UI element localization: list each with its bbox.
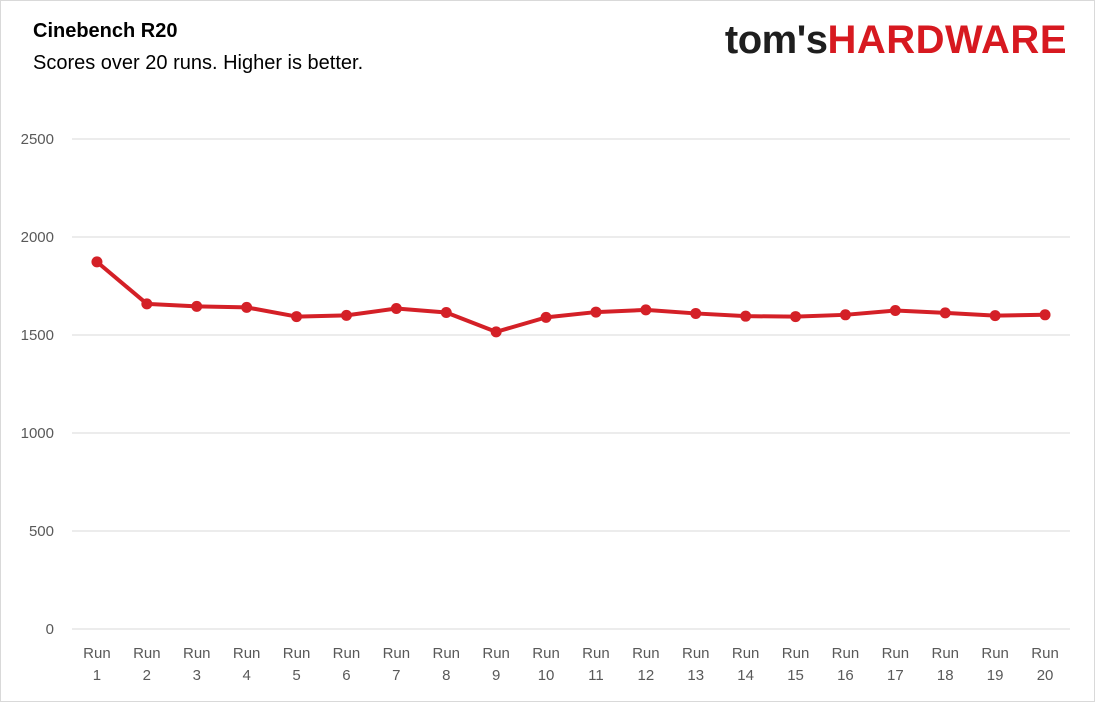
chart-title: Cinebench R20 — [33, 20, 178, 42]
data-point — [839, 309, 851, 321]
data-point — [989, 310, 1001, 322]
data-point — [440, 306, 452, 318]
data-point — [889, 305, 901, 316]
x-tick-label-line: 17 — [887, 667, 904, 684]
x-tick-label-line: Run — [83, 645, 111, 662]
data-point — [241, 301, 253, 313]
x-tick-label-line: 19 — [987, 667, 1004, 684]
data-point — [141, 298, 153, 310]
x-tick-label: Run 6 — [333, 645, 361, 684]
x-tick-label: Run 18 — [931, 645, 959, 684]
x-tick-label: Run 14 — [732, 645, 760, 684]
x-tick-label-line: 14 — [737, 667, 754, 684]
series-line-path — [94, 259, 1048, 334]
x-tick-label: Run 10 — [532, 645, 560, 684]
x-tick-label-line: 5 — [292, 667, 300, 684]
x-tick-label-line: Run — [532, 645, 560, 662]
x-tick-label-line: Run — [1031, 645, 1059, 662]
gridlines — [72, 138, 1070, 630]
x-tick-label-line: Run — [482, 645, 510, 662]
data-point — [291, 311, 303, 323]
x-tick-label-line: Run — [832, 645, 860, 662]
x-tick-label-line: 9 — [492, 667, 500, 684]
data-point — [790, 311, 802, 323]
x-tick-label-line: 18 — [937, 667, 954, 684]
x-tick-label-line: Run — [931, 645, 959, 662]
data-point — [91, 256, 103, 268]
data-point — [690, 307, 702, 319]
x-tick-label-line: 15 — [787, 667, 804, 684]
y-tick-label: 1000 — [21, 425, 54, 442]
logo-hardware-text: HARDWARE — [827, 18, 1067, 62]
chart-subtitle: Scores over 20 runs. Higher is better. — [33, 52, 364, 74]
data-point — [939, 307, 951, 319]
data-point — [640, 304, 652, 316]
x-tick-label-line: 4 — [242, 667, 250, 684]
x-tick-label: Run 2 — [133, 645, 161, 684]
data-point — [1039, 309, 1051, 321]
x-tick-label-line: 8 — [442, 667, 450, 684]
x-tick-label: Run 9 — [482, 645, 510, 684]
x-tick-label-line: 10 — [538, 667, 555, 684]
x-tick-label-line: Run — [782, 645, 810, 662]
series-points — [91, 256, 1051, 338]
y-tick-label: 1500 — [21, 327, 54, 344]
x-tick-label: Run 3 — [183, 645, 211, 684]
y-tick-label: 0 — [46, 621, 54, 638]
data-point — [540, 311, 552, 323]
x-tick-label-line: Run — [632, 645, 660, 662]
series-line — [94, 259, 1048, 334]
x-tick-label-line: Run — [233, 645, 261, 662]
x-tick-label-line: Run — [333, 645, 361, 662]
x-tick-label-line: 7 — [392, 667, 400, 684]
y-tick-label: 2000 — [21, 229, 54, 246]
x-tick-label: Run 1 — [83, 645, 111, 684]
x-tick-label-line: 12 — [638, 667, 655, 684]
x-tick-label-line: 3 — [193, 667, 201, 684]
x-tick-label: Run 16 — [832, 645, 860, 684]
x-tick-label-line: 2 — [143, 667, 151, 684]
x-tick-label-line: Run — [133, 645, 161, 662]
x-tick-label: Run 5 — [283, 645, 311, 684]
x-tick-label: Run 4 — [233, 645, 261, 684]
x-tick-label-line: Run — [432, 645, 460, 662]
toms-hardware-logo: tom'sHARDWARE — [725, 18, 1067, 63]
x-tick-label: Run 20 — [1031, 645, 1059, 684]
x-tick-label: Run 8 — [432, 645, 460, 684]
x-tick-label-line: 16 — [837, 667, 854, 684]
x-tick-label-line: Run — [283, 645, 311, 662]
y-axis-ticks: 0 500 1000 1500 2000 2500 — [21, 131, 54, 638]
x-tick-label: Run 17 — [882, 645, 910, 684]
data-point — [340, 309, 352, 321]
logo-toms-text: tom's — [724, 18, 828, 62]
x-tick-label-line: Run — [732, 645, 760, 662]
x-tick-label-line: 13 — [687, 667, 704, 684]
y-tick-label: 500 — [29, 523, 54, 540]
x-tick-label: Run 15 — [782, 645, 810, 684]
x-tick-label-line: Run — [981, 645, 1009, 662]
x-tick-label-line: Run — [383, 645, 411, 662]
data-point — [191, 300, 203, 312]
x-tick-label: Run 13 — [682, 645, 710, 684]
x-tick-label: Run 7 — [383, 645, 411, 684]
x-tick-label: Run 19 — [981, 645, 1009, 684]
data-point — [390, 303, 402, 315]
x-tick-label-line: 11 — [588, 667, 604, 684]
x-tick-label-line: 1 — [93, 667, 101, 684]
y-tick-label: 2500 — [21, 131, 54, 148]
x-tick-label-line: Run — [582, 645, 610, 662]
x-axis-ticks: Run 1 Run 2 Run 3 Run 4 Run 5 Run 6 Run 7 Run 8 Run 9 Run 1… — [83, 645, 1059, 684]
data-point — [490, 326, 502, 338]
x-tick-label: Run 11 — [582, 645, 610, 684]
x-tick-label-line: 20 — [1037, 667, 1054, 684]
data-point — [740, 310, 752, 322]
data-point — [590, 306, 602, 318]
x-tick-label-line: 6 — [342, 667, 350, 684]
x-tick-label: Run 12 — [632, 645, 660, 684]
x-tick-label-line: Run — [882, 645, 910, 662]
x-tick-label-line: Run — [682, 645, 710, 662]
x-tick-label-line: Run — [183, 645, 211, 662]
